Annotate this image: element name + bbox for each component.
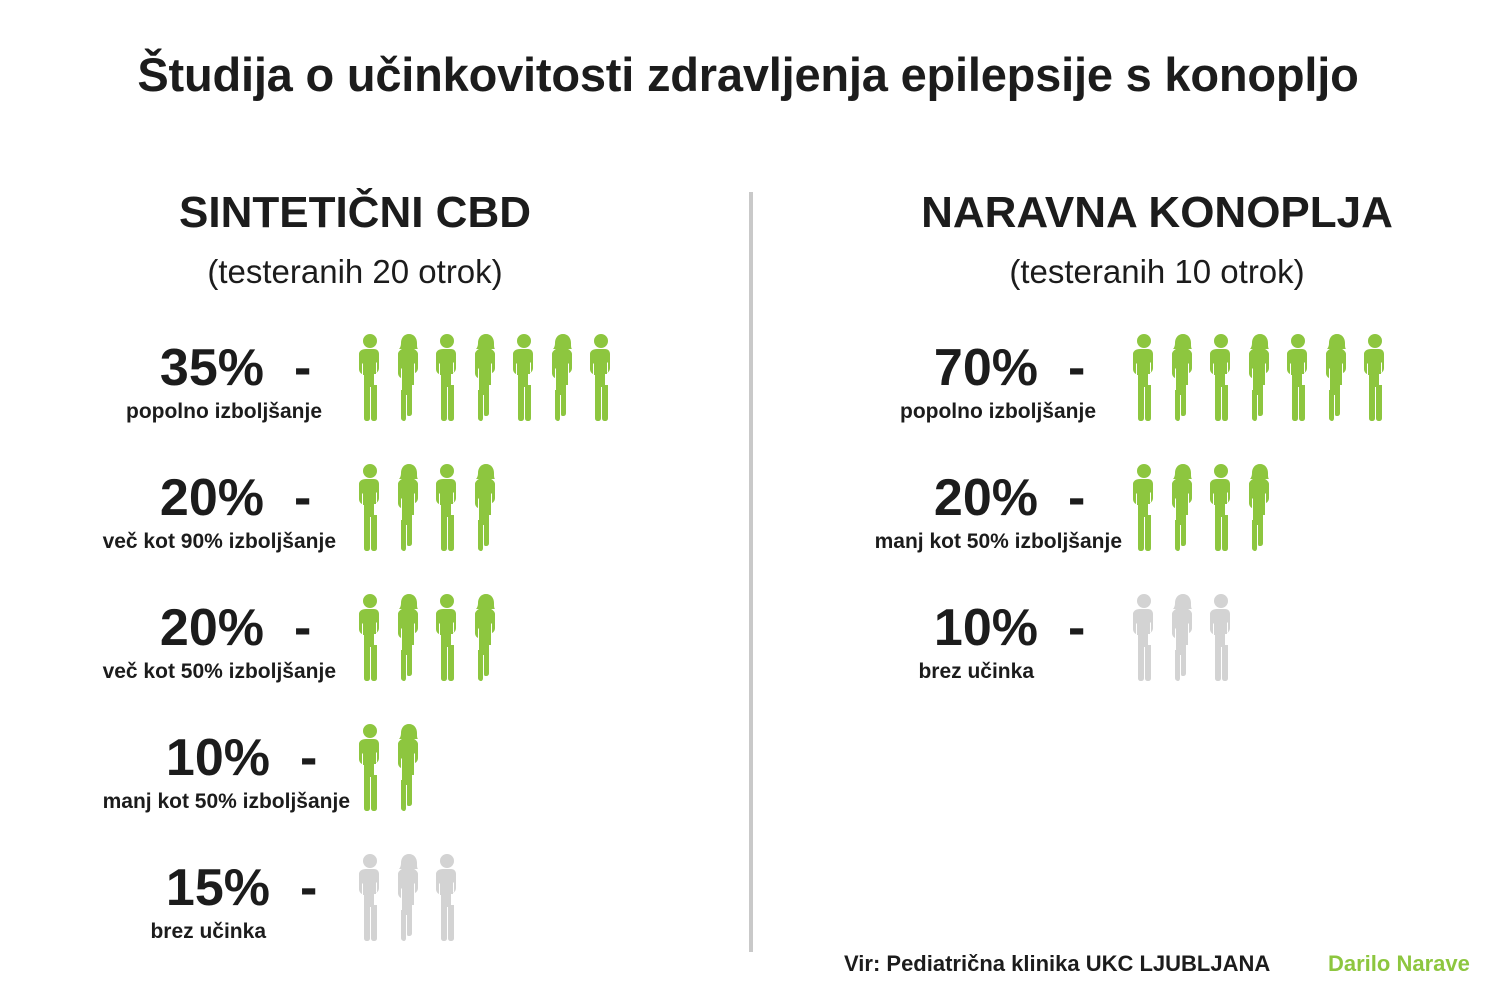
- row-label: manj kot 50% izboljšanje: [102, 790, 350, 813]
- row-value: 10%: [165, 729, 270, 787]
- boy-figure-icon: [436, 594, 456, 681]
- boy-figure-icon: [590, 334, 610, 421]
- girl-figure-icon: [398, 594, 418, 681]
- girl-figure-icon: [475, 334, 495, 421]
- row-value: 20%: [933, 469, 1038, 527]
- row-value: 35%: [159, 339, 264, 397]
- row-dash: -: [294, 469, 312, 527]
- row-value: 10%: [933, 599, 1038, 657]
- row-dash: -: [294, 599, 312, 657]
- row-label: več kot 90% izboljšanje: [102, 530, 336, 553]
- boy-figure-icon: [1364, 334, 1384, 421]
- row-dash: -: [1068, 599, 1086, 657]
- row-label: več kot 50% izboljšanje: [102, 660, 336, 683]
- girl-figure-icon: [475, 594, 495, 681]
- girl-figure-icon: [398, 854, 418, 941]
- girl-figure-icon: [1326, 334, 1346, 421]
- row-dash: -: [300, 729, 318, 787]
- row-text-synthetic-5: 15% - brez učinka: [6, 861, 346, 945]
- row-value: 20%: [159, 469, 264, 527]
- panel-header-synthetic: SINTETIČNI CBD (testeranih 20 otrok): [55, 188, 655, 292]
- girl-figure-icon: [398, 724, 418, 811]
- boy-figure-icon: [1210, 594, 1230, 681]
- row-text-natural-2: 20% - manj kot 50% izboljšanje: [774, 469, 1122, 555]
- row-dash: -: [1068, 339, 1086, 397]
- boy-figure-icon: [436, 334, 456, 421]
- girl-figure-icon: [1172, 334, 1192, 421]
- row-dash: -: [300, 859, 318, 917]
- panel-header-natural: NARAVNA KONOPLJA (testeranih 10 otrok): [857, 188, 1457, 292]
- row-dash: -: [294, 339, 312, 397]
- boy-figure-icon: [436, 854, 456, 941]
- row-label: manj kot 50% izboljšanje: [874, 530, 1122, 553]
- row-label: popolno izboljšanje: [900, 400, 1096, 423]
- row-text-natural-1: 70% - popolno izboljšanje: [774, 341, 1114, 425]
- row-text-synthetic-4: 10% - manj kot 50% izboljšanje: [6, 729, 350, 815]
- boy-figure-icon: [359, 594, 379, 681]
- panel-title-synthetic: SINTETIČNI CBD: [179, 188, 531, 237]
- row-text-natural-3: 10% - brez učinka: [774, 601, 1114, 685]
- row-label: brez učinka: [150, 920, 266, 943]
- girl-figure-icon: [1249, 464, 1269, 551]
- girl-figure-icon: [398, 334, 418, 421]
- boy-figure-icon: [513, 334, 533, 421]
- row-label: popolno izboljšanje: [126, 400, 322, 423]
- girl-figure-icon: [1172, 594, 1192, 681]
- boy-figure-icon: [1133, 594, 1153, 681]
- boy-figure-icon: [359, 464, 379, 551]
- panel-subtitle-synthetic: (testeranih 20 otrok): [207, 253, 503, 290]
- row-text-synthetic-2: 20% - več kot 90% izboljšanje: [0, 471, 340, 555]
- girl-figure-icon: [1172, 464, 1192, 551]
- boy-figure-icon: [1287, 334, 1307, 421]
- boy-figure-icon: [359, 724, 379, 811]
- boy-figure-icon: [1210, 334, 1230, 421]
- girl-figure-icon: [398, 464, 418, 551]
- girl-figure-icon: [552, 334, 572, 421]
- row-value: 15%: [165, 859, 270, 917]
- girl-figure-icon: [475, 464, 495, 551]
- boy-figure-icon: [359, 334, 379, 421]
- row-value: 70%: [933, 339, 1038, 397]
- brand-name: Darilo Narave: [1328, 951, 1470, 976]
- boy-figure-icon: [436, 464, 456, 551]
- panel-divider: [749, 192, 753, 952]
- panel-title-natural: NARAVNA KONOPLJA: [921, 188, 1393, 237]
- chart-title: Študija o učinkovitosti zdravljenja epil…: [137, 48, 1359, 101]
- row-text-synthetic-3: 20% - več kot 50% izboljšanje: [0, 601, 340, 685]
- row-label: brez učinka: [918, 660, 1034, 683]
- boy-figure-icon: [359, 854, 379, 941]
- boy-figure-icon: [1133, 334, 1153, 421]
- row-value: 20%: [159, 599, 264, 657]
- row-text-synthetic-1: 35% - popolno izboljšanje: [0, 341, 340, 425]
- boy-figure-icon: [1133, 464, 1153, 551]
- row-dash: -: [1068, 469, 1086, 527]
- boy-figure-icon: [1210, 464, 1230, 551]
- girl-figure-icon: [1249, 334, 1269, 421]
- source-note: Vir: Pediatrična klinika UKC LJUBLJANA: [844, 951, 1271, 976]
- panel-subtitle-natural: (testeranih 10 otrok): [1009, 253, 1305, 290]
